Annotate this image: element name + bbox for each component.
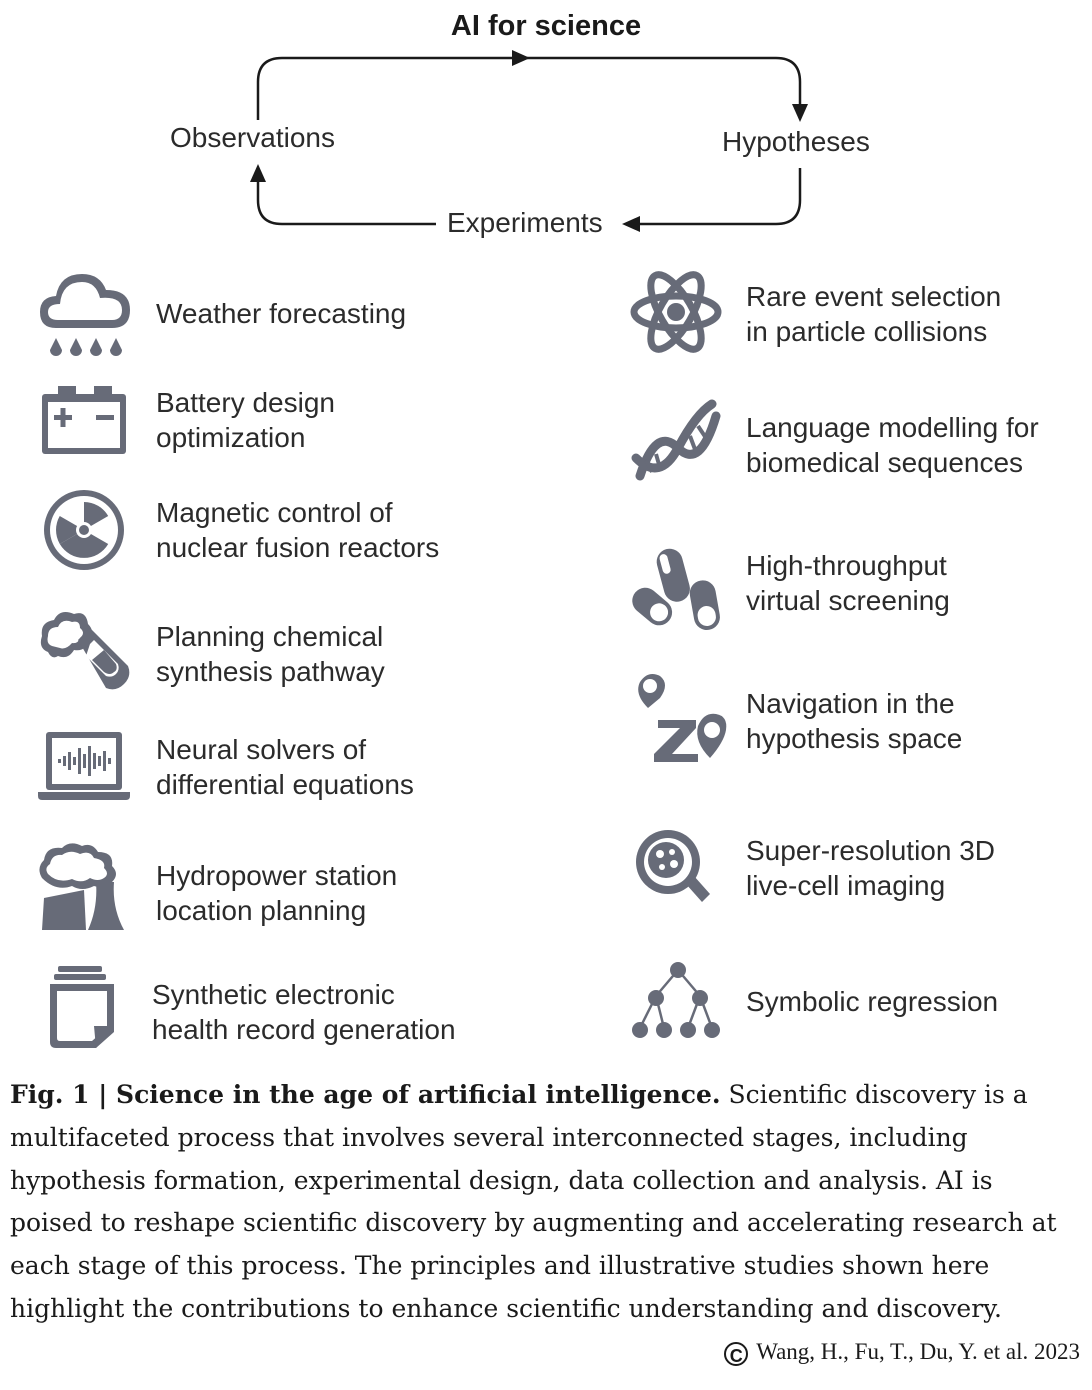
test-tube-icon <box>40 612 130 690</box>
caption-heading: Fig. 1 | Science in the age of artificia… <box>10 1080 721 1109</box>
node-hypotheses: Hypotheses <box>722 126 870 157</box>
item-ehr-generation: Synthetic electronic health record genera… <box>152 979 456 1045</box>
item-weather-forecasting: Weather forecasting <box>156 298 407 329</box>
atom-icon <box>630 271 722 353</box>
diagram-title: AI for science <box>450 10 642 42</box>
power-plant-icon <box>39 843 124 930</box>
credit-text: Wang, H., Fu, T., Du, Y. et al. 2023 <box>756 1339 1080 1364</box>
arrowhead-observations <box>250 164 266 182</box>
item-language-modelling: Language modelling for biomedical sequenc… <box>746 412 1039 478</box>
arrowhead-experiments <box>622 216 640 232</box>
cycle-arrows <box>250 50 808 232</box>
capsules-icon <box>632 548 720 631</box>
item-battery-design: Battery design optimization <box>156 387 335 453</box>
magnifier-cell-icon <box>636 830 710 902</box>
node-observations: Observations <box>170 122 335 153</box>
item-live-cell-imaging: Super-resolution 3D live-cell imaging <box>746 835 996 901</box>
item-hypothesis-navigation: Navigation in the hypothesis space <box>746 688 963 754</box>
tree-graph-icon <box>632 962 720 1038</box>
copyright-icon: C <box>724 1341 749 1366</box>
item-rare-event-selection: Rare event selection in particle collisio… <box>746 281 1002 347</box>
arrow-observations-to-hypotheses <box>256 56 802 120</box>
node-experiments: Experiments <box>447 207 603 238</box>
arrowhead-hypotheses <box>792 104 808 122</box>
a-to-b-navigation-icon <box>638 674 727 762</box>
arrowhead-top <box>512 50 530 66</box>
item-fusion-control: Magnetic control of nuclear fusion reacto… <box>156 497 440 563</box>
item-chemical-synthesis: Planning chemical synthesis pathway <box>156 621 385 687</box>
item-hydropower-planning: Hydropower station location planning <box>156 860 398 926</box>
arrow-experiments-to-observations <box>256 176 436 226</box>
item-neural-solvers: Neural solvers of differential equations <box>156 734 414 800</box>
laptop-waveform-icon <box>38 732 130 800</box>
document-stack-icon <box>50 966 114 1048</box>
radiation-icon <box>44 490 124 570</box>
battery-icon <box>42 386 126 454</box>
cloud-rain-icon <box>40 274 130 356</box>
arrow-hypotheses-to-experiments <box>630 168 802 226</box>
item-symbolic-regression: Symbolic regression <box>746 986 999 1017</box>
credit-line: C Wang, H., Fu, T., Du, Y. et al. 2023 <box>724 1339 1080 1366</box>
dna-icon <box>631 399 721 481</box>
item-virtual-screening: High-throughput virtual screening <box>746 550 950 616</box>
figure-caption: Fig. 1 | Science in the age of artificia… <box>10 1074 1082 1331</box>
caption-body: Scientific discovery is a multifaceted p… <box>10 1080 1057 1323</box>
